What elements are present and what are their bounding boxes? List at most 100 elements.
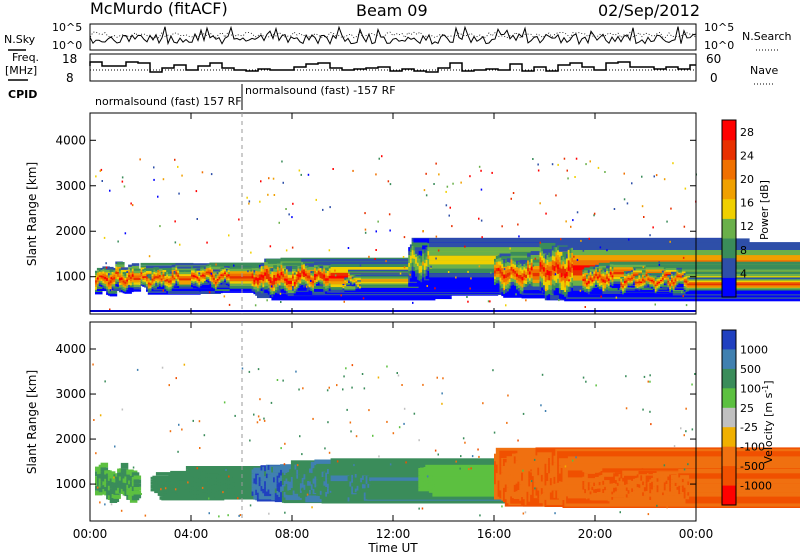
power-cell — [113, 286, 121, 289]
power-cell — [681, 269, 800, 272]
velocity-speckle-cell — [201, 486, 204, 489]
power-cell — [689, 290, 800, 292]
power-speckle-cell — [109, 308, 111, 311]
power-speckle-cell — [437, 249, 440, 252]
power-speckle-cell — [541, 290, 544, 293]
power-speckle-cell — [285, 249, 288, 252]
velocity-speckle-cell — [306, 493, 309, 496]
velocity-speckle-cell — [168, 384, 170, 387]
nave-tick-bottom: 0 — [710, 71, 718, 85]
power-cell — [133, 289, 142, 292]
velocity-speckle-cell — [136, 368, 139, 371]
power-speckle-cell — [435, 257, 437, 260]
velocity-speckle-cell — [169, 430, 172, 433]
velocity-speckle-cell — [368, 409, 370, 412]
power-cell — [95, 292, 103, 295]
power-speckle-cell — [464, 245, 466, 248]
power-speckle-cell — [615, 296, 618, 299]
y-tick-label: 1000 — [55, 477, 86, 491]
velocity-speckle-cell — [403, 422, 405, 425]
power-speckle-cell — [487, 300, 490, 303]
power-speckle-cell — [470, 277, 472, 280]
power-speckle-cell — [178, 192, 180, 195]
power-speckle-cell — [455, 276, 457, 279]
velocity-speckle-cell — [673, 445, 676, 448]
freq-label-line2: [MHz] — [5, 64, 37, 77]
power-speckle-cell — [307, 173, 310, 176]
velocity-cell — [133, 486, 142, 491]
velocity-cell — [133, 475, 142, 480]
velocity-speckle-cell — [276, 379, 279, 381]
velocity-speckle-cell — [582, 376, 585, 379]
power-speckle-cell — [510, 197, 512, 200]
velocity-speckle-cell — [377, 376, 380, 379]
power-speckle-cell — [329, 206, 331, 209]
power-speckle-cell — [162, 289, 164, 292]
power-speckle-cell — [228, 234, 230, 237]
power-speckle-cell — [489, 300, 491, 303]
velocity-speckle-cell — [436, 376, 438, 379]
velocity-cell — [689, 483, 800, 488]
power-speckle-cell — [518, 235, 520, 238]
velocity-speckle-cell — [328, 386, 330, 389]
power-speckle-cell — [196, 218, 198, 220]
power-cell — [106, 266, 114, 270]
velocity-speckle-cell — [113, 476, 115, 479]
velocity-speckle-cell — [361, 373, 364, 375]
power-speckle-cell — [682, 295, 684, 297]
velocity-speckle-cell — [227, 514, 229, 517]
velocity-speckle-cell — [405, 461, 407, 464]
beam-title: Beam 09 — [356, 1, 428, 20]
power-colorbar-tick: 4 — [740, 267, 747, 280]
power-speckle-cell — [130, 202, 132, 205]
power-speckle-cell — [105, 266, 108, 269]
velocity-speckle-cell — [378, 455, 380, 458]
velocity-speckle-cell — [663, 464, 666, 467]
power-speckle-cell — [179, 243, 181, 246]
velocity-speckle-cell — [666, 506, 668, 509]
power-speckle-cell — [184, 271, 186, 274]
power-colorbar-swatch — [722, 257, 736, 278]
velocity-speckle-cell — [353, 464, 355, 467]
power-speckle-cell — [446, 185, 449, 188]
y-tick-label: 2000 — [55, 224, 86, 238]
power-speckle-cell — [389, 183, 392, 186]
velocity-speckle-cell — [386, 365, 388, 368]
power-speckle-cell — [261, 291, 263, 294]
power-speckle-cell — [576, 258, 579, 261]
velocity-speckle-cell — [132, 466, 135, 469]
velocity-speckle-cell — [196, 488, 198, 491]
velocity-speckle-cell — [595, 384, 597, 387]
power-speckle-cell — [157, 269, 159, 272]
velocity-speckle-cell — [685, 430, 687, 433]
velocity-speckle-cell — [164, 487, 167, 490]
power-speckle-cell — [469, 175, 471, 178]
power-speckle-cell — [273, 284, 276, 287]
velocity-speckle-cell — [199, 447, 201, 449]
freq-label-line1: Freq. — [12, 51, 39, 64]
velocity-speckle-cell — [625, 407, 628, 410]
x-axis-ticks: 00:00 04:00 08:00 12:00 16:00 20:00 00:00 — [73, 113, 713, 541]
power-speckle-cell — [409, 273, 411, 276]
power-speckle-cell — [599, 246, 602, 249]
y-tick-label: 2000 — [55, 432, 86, 446]
velocity-speckle-cell — [198, 420, 201, 423]
power-speckle-cell — [447, 271, 450, 273]
power-speckle-cell — [554, 273, 557, 276]
velocity-speckle-cell — [181, 428, 183, 431]
velocity-speckle-cell — [631, 493, 634, 496]
power-speckle-cell — [238, 218, 240, 221]
power-speckle-cell — [565, 220, 567, 223]
power-speckle-cell — [435, 235, 438, 238]
power-speckle-cell — [515, 293, 517, 296]
power-speckle-cell — [267, 193, 269, 196]
power-cell — [689, 287, 800, 290]
power-speckle-cell — [334, 269, 336, 272]
power-speckle-cell — [445, 190, 447, 193]
noise-tick-bottom-left: 10^0 — [52, 39, 82, 52]
power-speckle-cell — [375, 230, 377, 233]
power-colorbar-swatch — [722, 139, 736, 160]
power-cell — [689, 284, 800, 287]
velocity-cell — [689, 487, 800, 493]
power-speckle-cell — [328, 249, 331, 252]
